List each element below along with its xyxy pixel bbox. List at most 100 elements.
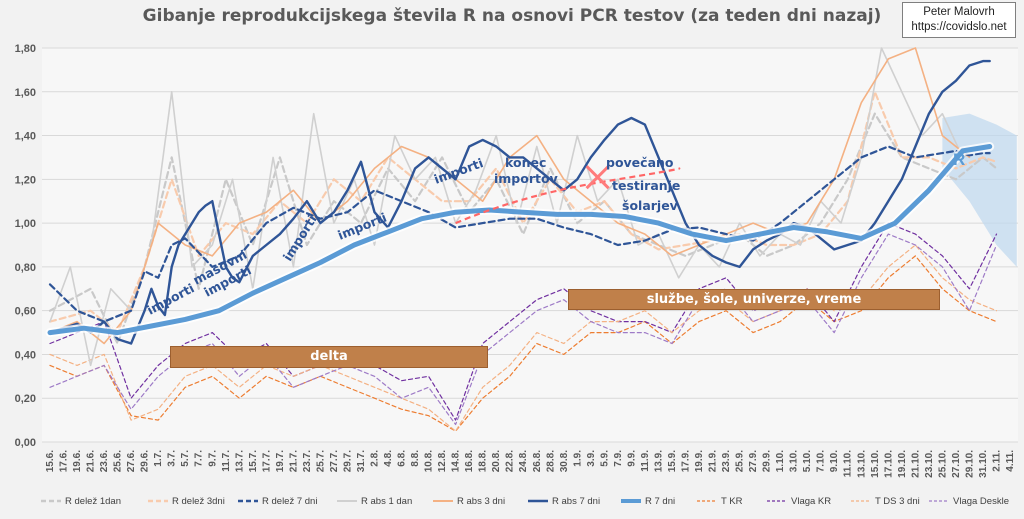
legend-swatch — [851, 500, 871, 503]
x-tick-label: 29.6. — [140, 450, 151, 472]
x-tick-label: 7.7. — [194, 450, 205, 467]
annotation-text: povečano — [606, 155, 674, 170]
band-delta: delta — [170, 346, 488, 368]
chart-title: Gibanje reprodukcijskega števila R na os… — [142, 6, 882, 26]
legend-label: R abs 3 dni — [457, 496, 506, 507]
legend-label: Vlaga Deskle — [953, 496, 1009, 507]
y-tick-label: 0,60 — [15, 306, 36, 318]
x-tick-label: 9.9. — [626, 450, 637, 467]
x-tick-label: 3.10. — [789, 450, 800, 472]
x-tick-label: 3.9. — [586, 450, 597, 467]
cross-mark — [585, 165, 610, 190]
x-tick-label: 18.8. — [478, 450, 489, 472]
x-tick-label: 20.8. — [491, 450, 502, 472]
legend-item: R 7 dni — [620, 496, 675, 507]
annotation-text: konec — [505, 155, 546, 170]
legend-label: R abs 1 dan — [361, 496, 413, 507]
series-line — [49, 222, 998, 421]
x-tick-label: 19.6. — [72, 450, 83, 472]
annotation-text: testiranje — [612, 178, 680, 193]
x-tick-label: 23.6. — [99, 450, 110, 472]
x-tick-label: 11.9. — [640, 450, 651, 472]
series-line — [48, 145, 991, 323]
legend-item: R abs 1 dan — [336, 496, 412, 507]
x-tick-label: 13.7. — [234, 450, 245, 472]
x-tick-label: 31.7. — [356, 450, 367, 472]
legend-label: R delež 7 dni — [262, 496, 318, 507]
y-tick-label: 0,00 — [15, 437, 36, 449]
x-tick-label: 11.10. — [843, 450, 854, 477]
x-tick-label: 15.9. — [667, 450, 678, 472]
x-tick-label: 27.7. — [329, 450, 340, 472]
legend-item: T DS 3 dni — [850, 496, 920, 507]
series-line — [48, 59, 991, 345]
x-tick-label: 15.10. — [870, 450, 881, 478]
plot-area — [42, 48, 1018, 442]
x-tick-label: 4.8. — [383, 450, 394, 467]
x-tick-label: 17.6. — [59, 450, 70, 472]
x-tick-label: 15.6. — [45, 450, 56, 472]
x-tick-label: 12.8. — [437, 450, 448, 472]
legend-item: Vlaga Deskle — [928, 496, 1009, 507]
y-tick-label: 1,80 — [15, 43, 36, 55]
y-tick-label: 1,20 — [15, 174, 36, 186]
x-tick-label: 9.10. — [829, 450, 840, 472]
trend-line — [455, 167, 681, 225]
x-tick-label: 16.8. — [464, 450, 475, 472]
x-tick-label: 25.10. — [937, 450, 948, 478]
x-tick-label: 24.8. — [518, 450, 529, 472]
x-tick-label: 23.9. — [721, 450, 732, 472]
legend-swatch — [767, 500, 787, 503]
x-tick-label: 19.7. — [275, 450, 286, 472]
x-tick-label: 21.6. — [86, 450, 97, 472]
x-tick-label: 6.8. — [397, 450, 408, 467]
author-box: Peter Malovrh https://covidslo.net — [902, 2, 1016, 38]
series-line — [48, 90, 998, 334]
x-tick-label: 7.9. — [613, 450, 624, 467]
legend-swatch — [337, 500, 357, 503]
annotation-text: šolarjev — [622, 198, 678, 213]
legend-item: R abs 7 dni — [527, 496, 600, 507]
x-tick-label: 27.6. — [126, 450, 137, 472]
r-label: R — [953, 150, 965, 169]
x-tick-label: 2.11. — [991, 450, 1002, 472]
x-tick-label: 28.8. — [545, 450, 556, 472]
x-tick-label: 29.10. — [964, 450, 975, 478]
x-tick-label: 15.7. — [248, 450, 259, 472]
x-tick-label: 19.10. — [897, 450, 908, 478]
x-tick-label: 1.9. — [572, 450, 583, 467]
legend-swatch — [929, 500, 949, 503]
x-tick-label: 1.10. — [775, 450, 786, 472]
y-tick-label: 1,60 — [15, 87, 36, 99]
author-url: https://covidslo.net — [911, 21, 1007, 33]
x-tick-label: 19.9. — [694, 450, 705, 472]
legend-item: R delež 1dan — [40, 496, 121, 507]
x-tick-label: 29.9. — [762, 450, 773, 472]
y-tick-label: 0,20 — [15, 393, 36, 405]
legend-item: R delež 3dni — [147, 496, 225, 507]
band-work-school: službe, šole, univerze, vreme — [568, 289, 940, 310]
annotation-text: importov — [494, 171, 558, 186]
legend-swatch — [148, 500, 168, 503]
y-tick-label: 1,00 — [15, 218, 36, 230]
x-tick-label: 22.8. — [505, 450, 516, 472]
x-tick-label: 8.8. — [410, 450, 421, 467]
x-tick-label: 17.7. — [261, 450, 272, 472]
legend-item: Vlaga KR — [766, 496, 831, 507]
x-tick-label: 27.9. — [748, 450, 759, 472]
legend-label: R delež 3dni — [172, 496, 225, 507]
x-tick-label: 29.7. — [342, 450, 353, 472]
x-tick-label: 23.10. — [924, 450, 935, 478]
x-tick-label: 17.9. — [680, 450, 691, 472]
legend-label: R 7 dni — [645, 496, 676, 507]
x-tick-label: 17.10. — [883, 450, 894, 478]
legend-swatch — [41, 500, 61, 503]
legend-swatch — [433, 500, 453, 503]
x-tick-label: 5.9. — [599, 450, 610, 467]
x-tick-label: 3.7. — [167, 450, 178, 467]
legend-item: R abs 3 dni — [432, 496, 505, 507]
x-tick-label: 23.7. — [302, 450, 313, 472]
chart-legend: R delež 1dan R delež 3dni R delež 7 dni R a… — [0, 496, 1024, 512]
legend-item: T KR — [696, 496, 742, 507]
